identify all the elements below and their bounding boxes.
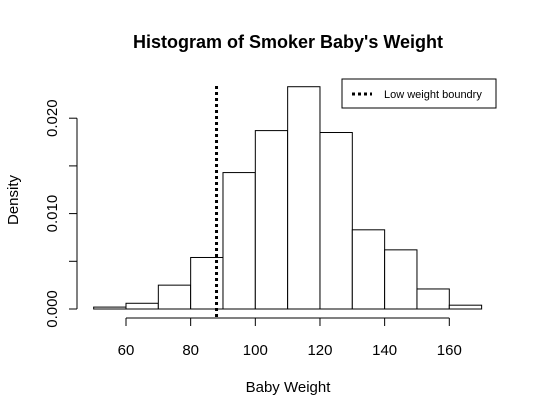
bars-group bbox=[94, 87, 482, 309]
x-axis-label: Baby Weight bbox=[246, 379, 332, 396]
chart-title: Histogram of Smoker Baby's Weight bbox=[133, 32, 443, 52]
histogram-bar-80-90 bbox=[191, 257, 223, 309]
y-tick-label-2: 0.010 bbox=[44, 195, 61, 233]
y-tick-label-0: 0.000 bbox=[44, 290, 61, 328]
legend: Low weight boundry bbox=[342, 79, 496, 108]
histogram-bar-160-170 bbox=[449, 305, 481, 309]
x-tick-label-80: 80 bbox=[182, 342, 199, 359]
x-tick-label-160: 160 bbox=[437, 342, 462, 359]
y-axis: 0.000 0.010 0.020 bbox=[44, 99, 77, 327]
y-tick-label-4: 0.020 bbox=[44, 99, 61, 137]
histogram-bar-130-140 bbox=[352, 230, 384, 309]
x-tick-label-140: 140 bbox=[372, 342, 397, 359]
histogram-bar-50-60 bbox=[94, 307, 126, 309]
histogram-bar-70-80 bbox=[158, 285, 190, 309]
histogram-bar-60-70 bbox=[126, 303, 158, 309]
histogram-bar-140-150 bbox=[385, 250, 417, 309]
x-tick-label-60: 60 bbox=[118, 342, 135, 359]
histogram-bar-100-110 bbox=[255, 131, 287, 309]
histogram-bar-150-160 bbox=[417, 289, 449, 309]
x-tick-label-100: 100 bbox=[243, 342, 268, 359]
legend-label: Low weight boundry bbox=[384, 89, 482, 101]
histogram-bar-120-130 bbox=[320, 133, 352, 309]
histogram-bar-90-100 bbox=[223, 173, 255, 309]
x-axis: 60 80 100 120 140 160 bbox=[118, 318, 462, 359]
histogram-bar-110-120 bbox=[288, 87, 320, 309]
y-axis-label: Density bbox=[5, 174, 22, 225]
x-tick-label-120: 120 bbox=[307, 342, 332, 359]
